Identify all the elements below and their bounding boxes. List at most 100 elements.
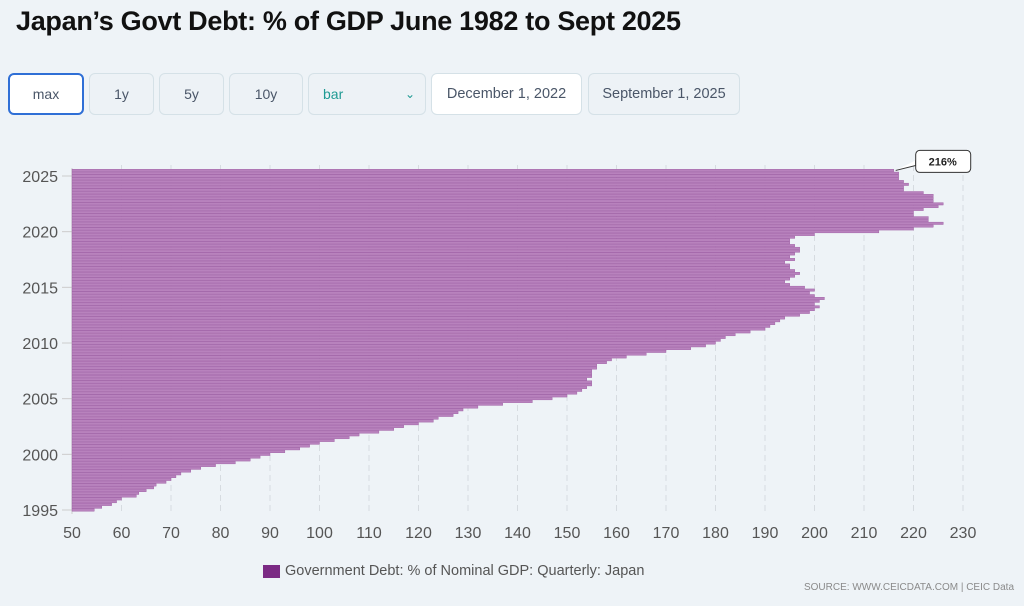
bar [71, 244, 795, 247]
x-tick-label: 130 [455, 525, 482, 542]
bar [71, 224, 934, 228]
legend[interactable]: Government Debt: % of Nominal GDP: Quart… [263, 563, 644, 579]
bar [71, 425, 404, 428]
bar [71, 230, 880, 234]
bar [71, 375, 592, 378]
bar [71, 202, 944, 206]
end-date-input[interactable]: September 1, 2025 [588, 73, 740, 115]
bar [71, 483, 157, 487]
x-tick-label: 140 [504, 525, 531, 542]
bar [71, 439, 335, 442]
bar [71, 280, 785, 284]
bar [71, 227, 914, 231]
bar [71, 305, 820, 309]
bar [71, 433, 360, 437]
bar [71, 207, 924, 211]
bar [71, 285, 805, 289]
bar [71, 216, 929, 220]
bar [71, 405, 479, 409]
bar [71, 288, 815, 292]
bar [71, 260, 785, 264]
bar [71, 219, 929, 222]
bar [71, 316, 785, 320]
x-tick-label: 120 [405, 525, 432, 542]
bar [71, 508, 95, 512]
bar [71, 322, 776, 325]
bar [71, 464, 216, 467]
bar [71, 497, 122, 501]
bar [71, 330, 751, 334]
y-tick-label: 2000 [22, 447, 58, 464]
bar [71, 419, 434, 423]
bar [71, 347, 691, 350]
x-tick-label: 180 [702, 525, 729, 542]
bar [71, 249, 800, 253]
bar [71, 422, 419, 426]
x-tick-label: 110 [356, 525, 382, 542]
bar [71, 377, 587, 381]
x-tick-label: 70 [162, 525, 180, 542]
bar [71, 308, 815, 311]
range-10y-button[interactable]: 10y [229, 73, 303, 115]
y-tick-label: 2025 [22, 169, 58, 186]
bar [71, 174, 899, 178]
bar [71, 233, 815, 236]
bar [71, 411, 459, 414]
bar [71, 310, 810, 314]
bar [71, 461, 236, 465]
bar [71, 238, 790, 242]
bar [71, 505, 102, 509]
start-date-input[interactable]: December 1, 2022 [431, 73, 582, 115]
x-tick-label: 90 [261, 525, 279, 542]
bar [71, 205, 939, 209]
bar [71, 416, 439, 420]
range-max-button[interactable]: max [8, 73, 84, 115]
bar [71, 397, 553, 401]
legend-swatch [263, 564, 280, 578]
bar [71, 188, 904, 192]
bar [71, 391, 578, 395]
bar [71, 355, 627, 359]
bar [71, 455, 261, 459]
y-tick-label: 2020 [22, 225, 58, 242]
bar [71, 241, 790, 245]
bar [71, 494, 137, 498]
bar [71, 297, 825, 300]
tooltip-box [915, 149, 972, 173]
bar [71, 380, 592, 384]
range-5y-button[interactable]: 5y [159, 73, 224, 115]
bar [71, 252, 795, 256]
bar [71, 450, 286, 453]
x-tick-label: 210 [851, 525, 878, 542]
bar [71, 500, 117, 504]
bar [71, 269, 795, 273]
bar [71, 394, 568, 398]
y-tick-label: 2005 [22, 392, 58, 409]
bar [71, 386, 587, 389]
bar [71, 477, 172, 481]
bar [71, 213, 914, 217]
y-tick-label: 2015 [22, 280, 58, 297]
bar [71, 427, 394, 431]
chart-type-select[interactable]: bar ⌄ [308, 73, 426, 115]
bar [71, 180, 904, 183]
x-tick-label: 50 [63, 525, 81, 542]
bar [71, 413, 454, 417]
y-tick-label: 2010 [22, 336, 58, 353]
bar [71, 466, 201, 470]
bar [71, 196, 934, 200]
bar [71, 177, 899, 181]
bar [71, 444, 310, 448]
x-tick-label: 60 [113, 525, 131, 542]
bar [71, 294, 815, 298]
x-tick-label: 160 [603, 525, 630, 542]
bar [71, 341, 716, 345]
bar [71, 388, 583, 392]
bar [71, 319, 781, 323]
bar [71, 266, 790, 270]
bar [71, 441, 320, 445]
bar [71, 361, 607, 364]
range-1y-button[interactable]: 1y [89, 73, 154, 115]
bar [71, 221, 944, 225]
x-tick-label: 190 [752, 525, 779, 542]
